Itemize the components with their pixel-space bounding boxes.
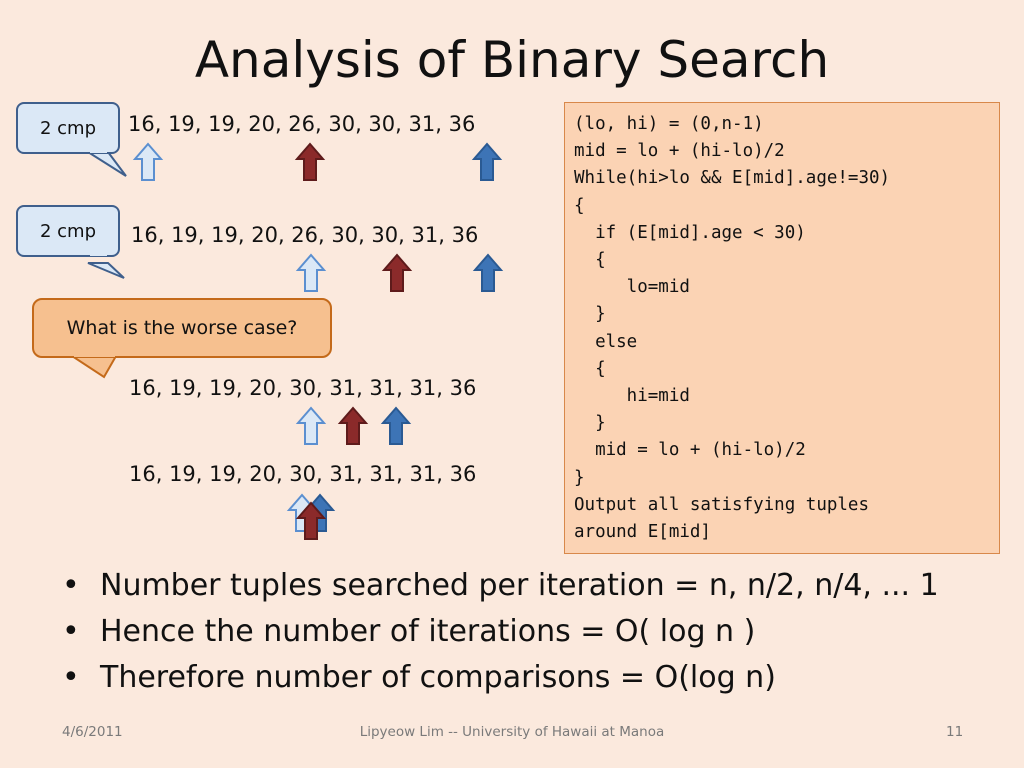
- slide-title: Analysis of Binary Search: [194, 31, 830, 89]
- footer-date: 4/6/2011: [62, 724, 123, 740]
- array-row-4: 16, 19, 19, 20, 30, 31, 31, 31, 36: [129, 462, 477, 486]
- cmp-callout-2: 2 cmp: [16, 205, 120, 257]
- code-line: }: [574, 304, 606, 325]
- code-line: {: [574, 358, 606, 379]
- mid-arrow-icon: [294, 142, 326, 181]
- bullet-dot-icon: •: [62, 614, 80, 649]
- code-line: hi=mid: [574, 386, 690, 407]
- hi-arrow-icon: [380, 406, 412, 445]
- array-row-2: 16, 19, 19, 20, 26, 30, 30, 31, 36: [131, 223, 479, 247]
- code-line: }: [574, 413, 606, 434]
- lo-arrow-icon: [295, 253, 327, 292]
- code-line: Output all satisfying tuples: [574, 494, 870, 515]
- code-line: lo=mid: [574, 277, 690, 298]
- mid-arrow-icon: [295, 501, 327, 540]
- code-line: if (E[mid].age < 30): [574, 222, 806, 243]
- bullet-item: • Hence the number of iterations = O( lo…: [62, 609, 939, 655]
- lo-arrow-icon: [132, 142, 164, 181]
- code-line: (lo, hi) = (0,n-1): [574, 114, 764, 134]
- cmp-callout-2-text: 2 cmp: [39, 220, 97, 242]
- array-row-3: 16, 19, 19, 20, 30, 31, 31, 31, 36: [129, 376, 477, 400]
- hi-arrow-icon: [472, 253, 504, 292]
- array-row-1: 16, 19, 19, 20, 26, 30, 30, 31, 36: [128, 112, 476, 136]
- worse-case-callout: What is the worse case?: [32, 298, 332, 358]
- code-line: mid = lo + (hi-lo)/2: [574, 141, 785, 162]
- bullet-text: Hence the number of iterations = O( log …: [100, 614, 756, 649]
- hi-arrow-icon: [471, 142, 503, 181]
- code-line: {: [574, 195, 585, 216]
- pseudocode-box: (lo, hi) = (0,n-1) mid = lo + (hi-lo)/2 …: [564, 102, 1000, 554]
- code-line: else: [574, 331, 638, 352]
- bullet-dot-icon: •: [62, 660, 80, 695]
- bullet-item: • Therefore number of comparisons = O(lo…: [62, 655, 939, 701]
- mid-arrow-icon: [337, 406, 369, 445]
- code-line: around E[mid]: [574, 522, 711, 543]
- bullet-dot-icon: •: [62, 568, 80, 603]
- footer-page-number: 11: [946, 724, 964, 740]
- bullet-text: Number tuples searched per iteration = n…: [100, 568, 939, 603]
- lo-arrow-icon: [295, 406, 327, 445]
- worse-case-text: What is the worse case?: [66, 317, 298, 339]
- mid-arrow-icon: [381, 253, 413, 292]
- bullet-list: • Number tuples searched per iteration =…: [62, 563, 939, 701]
- bullet-text: Therefore number of comparisons = O(log …: [100, 660, 776, 695]
- code-line: mid = lo + (hi-lo)/2: [574, 440, 806, 461]
- footer-author: Lipyeow Lim -- University of Hawaii at M…: [359, 724, 665, 740]
- code-line: While(hi>lo && E[mid].age!=30): [574, 168, 891, 189]
- cmp-callout-1-text: 2 cmp: [39, 117, 97, 139]
- code-line: {: [574, 250, 606, 271]
- bullet-item: • Number tuples searched per iteration =…: [62, 563, 939, 609]
- code-line: }: [574, 467, 585, 488]
- cmp-callout-1: 2 cmp: [16, 102, 120, 154]
